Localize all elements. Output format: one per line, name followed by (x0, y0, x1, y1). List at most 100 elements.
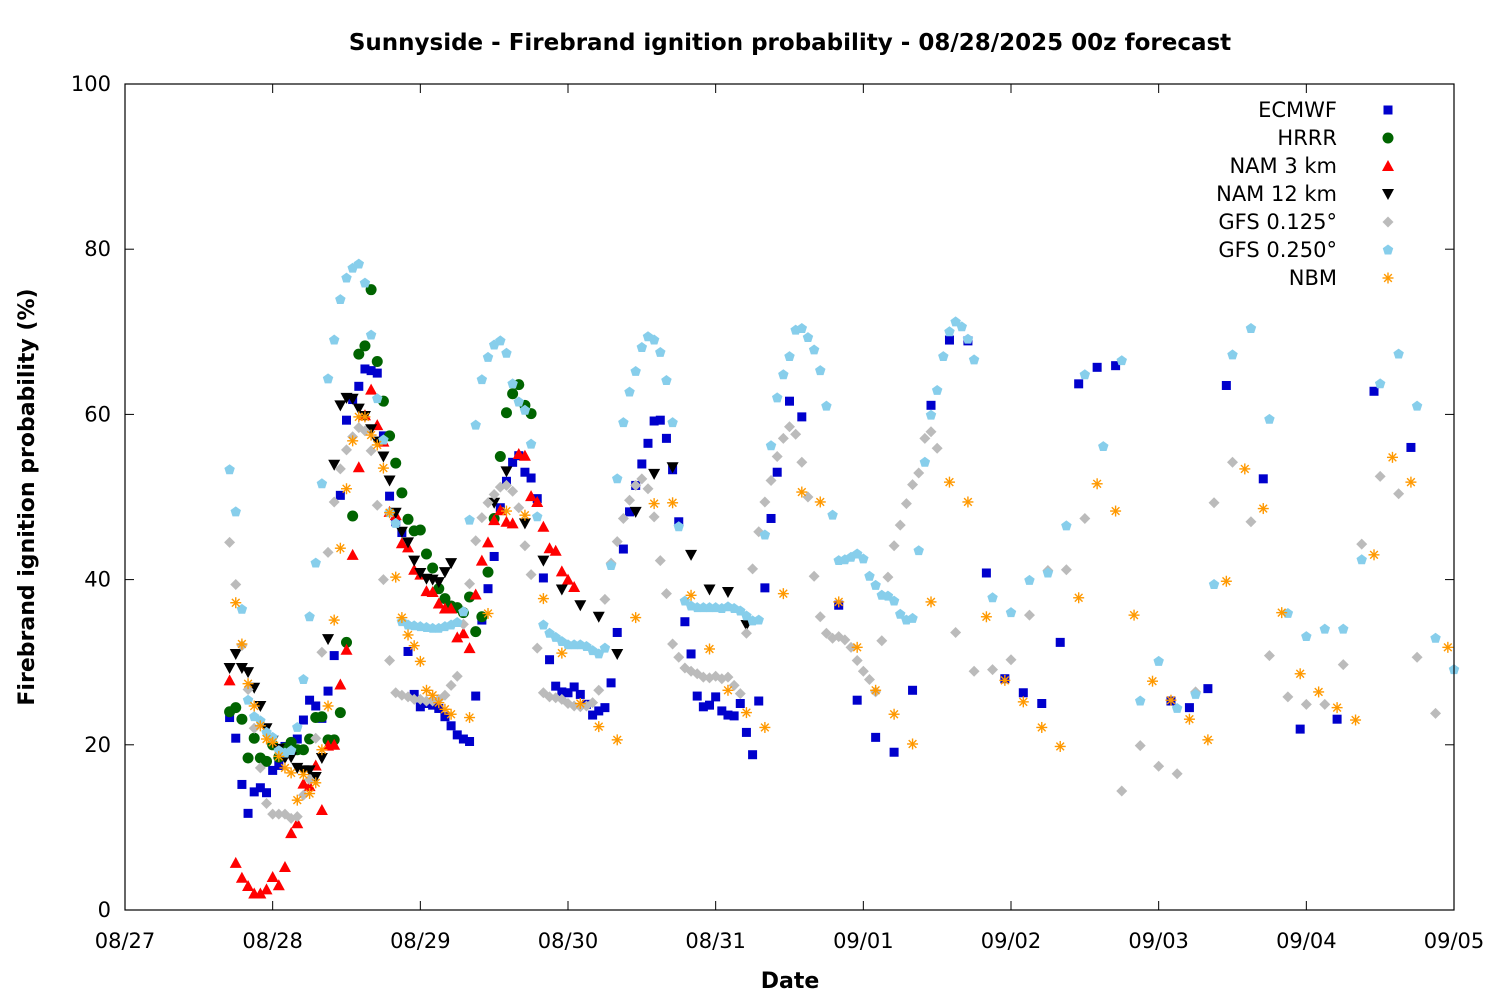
x-tick-label: 09/01 (833, 929, 894, 953)
data-point (390, 571, 402, 583)
data-point (882, 571, 894, 583)
data-point (667, 497, 679, 509)
data-point (1055, 637, 1065, 647)
data-point (551, 681, 561, 691)
data-point (372, 393, 383, 404)
data-point (229, 648, 242, 660)
data-point (278, 861, 291, 873)
data-point (913, 467, 925, 479)
data-point (365, 429, 377, 441)
data-point (1134, 740, 1146, 752)
data-point (649, 416, 659, 426)
data-point (377, 462, 389, 474)
data-point (600, 703, 610, 713)
data-point (434, 703, 444, 713)
data-point (618, 417, 629, 428)
data-point (987, 664, 999, 676)
data-point (796, 486, 808, 498)
data-point (230, 579, 242, 591)
data-point (748, 750, 758, 760)
data-point (414, 567, 427, 579)
data-point (432, 597, 445, 609)
data-point (236, 713, 248, 725)
data-point (1203, 684, 1213, 694)
data-point (538, 619, 549, 630)
data-point (1245, 323, 1257, 333)
data-point (1411, 651, 1423, 663)
data-point (987, 592, 998, 603)
data-point (507, 378, 518, 389)
data-point (328, 738, 341, 750)
data-point (907, 612, 918, 623)
axis-ticks: 0 20 40 60 80 100 08/27 08/28 08/29 08/30 08/31 09/… (71, 72, 1484, 953)
legend-marker (1382, 189, 1394, 200)
data-point (340, 643, 353, 655)
data-point (470, 535, 482, 547)
data-point (230, 702, 242, 714)
data-point (249, 787, 259, 797)
data-point (261, 755, 273, 767)
data-point (372, 368, 382, 378)
data-point (242, 667, 255, 679)
data-point (415, 702, 425, 712)
data-point (747, 563, 759, 575)
data-point (334, 463, 346, 475)
data-point (796, 456, 808, 468)
data-point (224, 464, 235, 475)
data-point (292, 721, 303, 732)
data-point (1313, 686, 1325, 698)
data-point (1220, 575, 1232, 587)
data-point (506, 517, 519, 529)
data-point (815, 365, 826, 376)
data-point (1331, 702, 1343, 714)
data-point (267, 808, 279, 820)
data-point (446, 721, 456, 731)
data-point (784, 421, 795, 433)
legend-label: NAM 3 km (1229, 154, 1337, 178)
x-tick-label: 08/29 (390, 929, 451, 953)
data-point (1257, 503, 1269, 515)
data-point (274, 760, 284, 770)
data-point (440, 712, 450, 722)
data-point (316, 711, 328, 723)
data-point (1018, 688, 1028, 698)
data-point (655, 415, 665, 425)
data-point (1092, 362, 1102, 372)
data-point (759, 721, 771, 733)
data-point (863, 674, 875, 686)
data-point (262, 788, 272, 798)
data-point (248, 732, 260, 744)
data-point (346, 548, 359, 560)
data-point (438, 567, 451, 579)
data-point (655, 346, 666, 357)
data-point (463, 642, 476, 654)
series-nbm (230, 411, 1454, 806)
data-point (629, 506, 642, 518)
data-point (728, 679, 740, 691)
data-point (765, 474, 777, 486)
data-point (1183, 713, 1195, 725)
data-point (316, 646, 328, 658)
data-point (871, 732, 881, 742)
data-point (1005, 607, 1017, 618)
data-point (538, 573, 548, 583)
data-point (482, 497, 494, 509)
data-point (722, 684, 734, 696)
data-point (519, 509, 531, 521)
data-point (1430, 632, 1441, 643)
data-point (500, 505, 512, 517)
data-point (341, 636, 352, 648)
data-point (439, 703, 451, 715)
data-point (1190, 688, 1201, 699)
data-point (334, 400, 347, 412)
data-point (383, 475, 396, 487)
data-point (266, 870, 279, 882)
data-point (1060, 564, 1072, 576)
data-point (1128, 609, 1140, 621)
data-point (796, 323, 808, 333)
series-gfs-0-250- (224, 258, 1460, 758)
data-point (667, 417, 678, 428)
data-point (630, 612, 642, 624)
data-point (729, 711, 739, 721)
